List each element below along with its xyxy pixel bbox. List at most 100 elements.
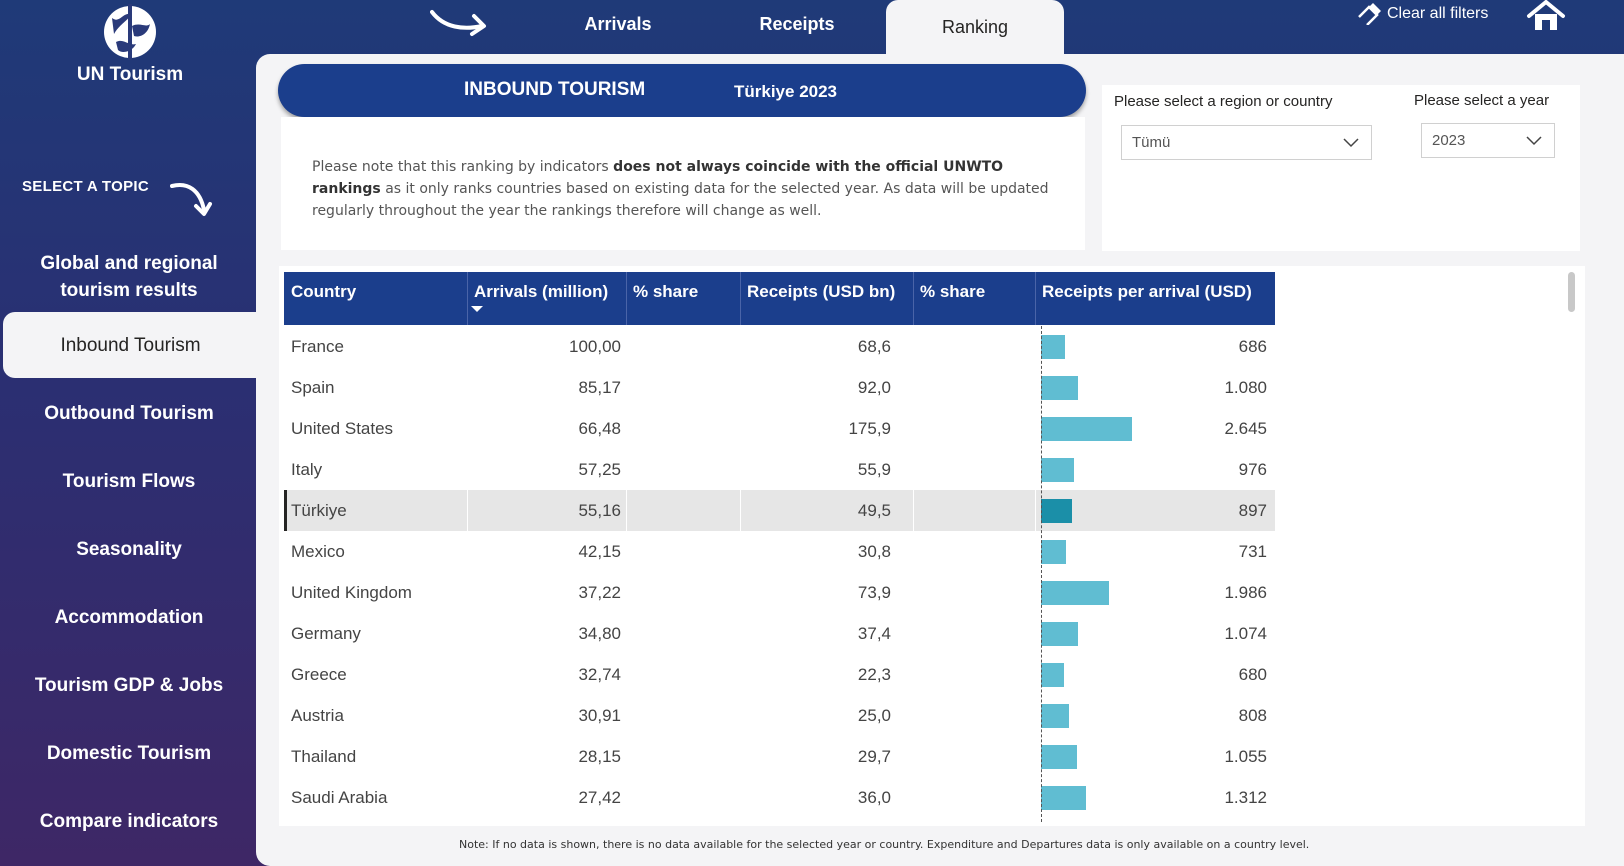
tab-ranking[interactable]: Ranking xyxy=(886,0,1064,54)
table-row[interactable]: France 100,00 68,6 686 xyxy=(284,326,1275,367)
table-row[interactable]: Saudi Arabia 27,42 36,0 1.312 xyxy=(284,777,1275,818)
table-row[interactable]: Thailand 28,15 29,7 1.055 xyxy=(284,736,1275,777)
cell-country: Mexico xyxy=(291,542,345,561)
nav-item-label: Tourism Flows xyxy=(62,471,196,492)
cell-receipts: 175,9 xyxy=(848,419,891,438)
column-header-receipts-share[interactable]: % share xyxy=(913,272,1035,325)
nav-item-tourism-flows[interactable]: Tourism Flows xyxy=(0,468,258,495)
nav-item-tourism-gdp-jobs[interactable]: Tourism GDP & Jobs xyxy=(0,672,258,699)
receipts-per-arrival-bar xyxy=(1041,335,1065,359)
region-select[interactable]: Tümü xyxy=(1121,125,1372,160)
footer-note: Note: If no data is shown, there is no d… xyxy=(459,838,1310,851)
receipts-per-arrival-bar xyxy=(1041,417,1132,441)
year-select[interactable]: 2023 xyxy=(1421,123,1555,158)
cell-receipts-per-arrival: 2.645 xyxy=(1224,419,1267,438)
nav-item-seasonality[interactable]: Seasonality xyxy=(0,536,258,563)
nav-item-accommodation[interactable]: Accommodation xyxy=(0,604,258,631)
nav-item-domestic-tourism[interactable]: Domestic Tourism xyxy=(0,740,258,767)
cell-country: Türkiye xyxy=(291,501,347,520)
cell-arrivals: 32,74 xyxy=(578,665,621,684)
cell-receipts-per-arrival: 1.986 xyxy=(1224,583,1267,602)
page-context: Türkiye 2023 xyxy=(734,82,838,101)
nav-item-label: Outbound Tourism xyxy=(44,403,214,424)
header-divider xyxy=(740,272,741,325)
nav-item-global-regional[interactable]: Global and regional tourism results xyxy=(0,250,258,304)
nav-item-label: Inbound Tourism xyxy=(60,334,201,356)
row-divider xyxy=(467,490,468,531)
brand-name: UN Tourism xyxy=(76,64,184,85)
receipts-per-arrival-bar xyxy=(1041,622,1078,646)
table-row[interactable]: United Kingdom 37,22 73,9 1.986 xyxy=(284,572,1275,613)
nav-item-outbound-tourism[interactable]: Outbound Tourism xyxy=(0,400,258,427)
cell-country: Greece xyxy=(291,665,347,684)
cell-receipts: 49,5 xyxy=(857,501,891,520)
header-divider xyxy=(467,272,468,325)
column-header-arrivals[interactable]: Arrivals (million) xyxy=(467,272,626,325)
page-banner: INBOUND TOURISM Türkiye 2023 xyxy=(278,64,1086,117)
table-row[interactable]: Italy 57,25 55,9 976 xyxy=(284,449,1275,490)
home-icon[interactable] xyxy=(1525,0,1567,30)
tab-label: Ranking xyxy=(941,16,1009,37)
cell-receipts: 22,3 xyxy=(857,665,891,684)
receipts-per-arrival-bar xyxy=(1041,499,1072,523)
note-part2: as it only ranks countries based on exis… xyxy=(312,181,1049,219)
column-header-arrivals-share[interactable]: % share xyxy=(626,272,740,325)
cell-arrivals: 57,25 xyxy=(578,460,621,479)
header-divider xyxy=(626,272,627,325)
cell-arrivals: 100,00 xyxy=(569,337,621,356)
sort-descending-icon xyxy=(471,306,483,312)
nav-item-label: Domestic Tourism xyxy=(46,743,212,764)
cell-receipts: 30,8 xyxy=(857,542,891,561)
receipts-per-arrival-bar xyxy=(1041,458,1074,482)
table-row[interactable]: Mexico 42,15 30,8 731 xyxy=(284,531,1275,572)
chevron-down-icon xyxy=(1526,136,1542,146)
column-header-receipts-per-arrival[interactable]: Receipts per arrival (USD) xyxy=(1035,272,1275,325)
table-scrollbar[interactable] xyxy=(1568,272,1575,312)
tab-arrivals[interactable]: Arrivals xyxy=(556,0,680,48)
ranking-table xyxy=(279,266,1585,826)
cell-country: Saudi Arabia xyxy=(291,788,388,807)
table-row[interactable]: Germany 34,80 37,4 1.074 xyxy=(284,613,1275,654)
column-header-receipts[interactable]: Receipts (USD bn) xyxy=(740,272,913,325)
un-tourism-logo-icon xyxy=(104,4,156,60)
cell-country: Italy xyxy=(291,460,323,479)
cell-receipts-per-arrival: 680 xyxy=(1238,665,1267,684)
table-row[interactable]: Türkiye 55,16 49,5 897 xyxy=(284,490,1275,531)
cell-country: United Kingdom xyxy=(291,583,412,602)
cell-receipts-per-arrival: 1.074 xyxy=(1224,624,1267,643)
cell-country: United States xyxy=(291,419,394,438)
table-row[interactable]: United States 66,48 175,9 2.645 xyxy=(284,408,1275,449)
receipts-per-arrival-bar xyxy=(1041,663,1064,687)
cell-arrivals: 27,42 xyxy=(578,788,621,807)
year-filter-label: Please select a year xyxy=(1414,92,1550,109)
note-bold: does not always coincide with the offici… xyxy=(312,159,1004,197)
cell-receipts-per-arrival: 1.080 xyxy=(1224,378,1267,397)
row-divider xyxy=(740,490,741,531)
brand-logo[interactable]: UN Tourism xyxy=(70,0,190,86)
table-row[interactable]: Spain 85,17 92,0 1.080 xyxy=(284,367,1275,408)
note-part1: Please note that this ranking by indicat… xyxy=(312,159,614,175)
tab-label: Arrivals xyxy=(584,13,652,34)
nav-item-compare-indicators[interactable]: Compare indicators xyxy=(0,808,258,835)
tab-receipts[interactable]: Receipts xyxy=(732,0,862,48)
clear-filters-button[interactable]: Clear all filters xyxy=(1357,3,1488,25)
swoosh-arrow-icon xyxy=(430,10,486,36)
column-header-country[interactable]: Country xyxy=(284,272,467,325)
cell-receipts: 68,6 xyxy=(857,337,891,356)
cell-receipts-per-arrival: 897 xyxy=(1238,501,1267,520)
cell-arrivals: 37,22 xyxy=(578,583,621,602)
row-divider xyxy=(626,490,627,531)
cell-receipts: 29,7 xyxy=(857,747,891,766)
nav-item-label: Accommodation xyxy=(54,607,204,628)
cell-receipts: 37,4 xyxy=(857,624,891,643)
cell-arrivals: 55,16 xyxy=(578,501,621,520)
cell-country: Germany xyxy=(291,624,361,643)
region-select-value: Tümü xyxy=(1132,134,1171,151)
region-filter-label: Please select a region or country xyxy=(1114,93,1333,110)
select-topic-heading: SELECT A TOPIC xyxy=(22,178,149,195)
cell-receipts: 36,0 xyxy=(857,788,891,807)
table-row[interactable]: Austria 30,91 25,0 808 xyxy=(284,695,1275,736)
note-card xyxy=(281,117,1085,250)
table-row[interactable]: Greece 32,74 22,3 680 xyxy=(284,654,1275,695)
nav-item-inbound-tourism[interactable]: Inbound Tourism xyxy=(3,312,258,378)
